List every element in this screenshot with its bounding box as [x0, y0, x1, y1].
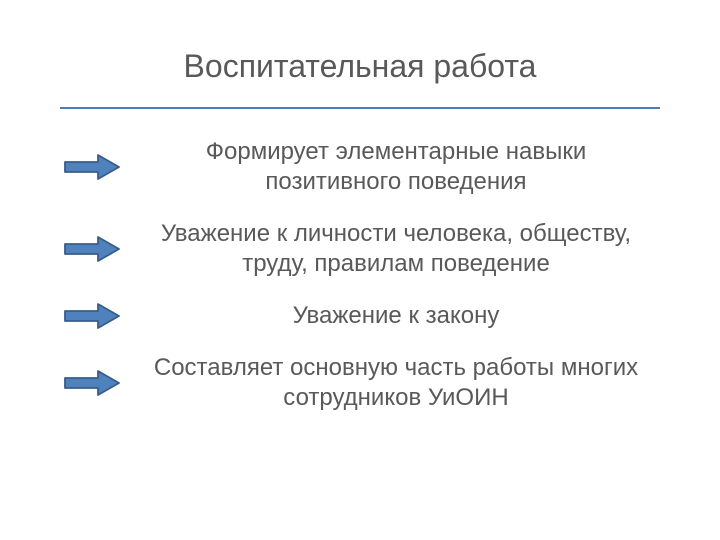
arrow-icon: [60, 235, 124, 263]
list-item-text: Уважение к закону: [152, 301, 660, 331]
arrow-right-icon: [64, 153, 120, 181]
slide: Воспитательная работа Формирует элемента…: [0, 0, 720, 540]
arrow-right-icon: [64, 302, 120, 330]
list-item: Уважение к личности человека, обществу, …: [60, 219, 660, 279]
list-item-text: Составляет основную часть работы многих …: [152, 353, 660, 413]
arrow-right-icon: [64, 235, 120, 263]
bullet-list: Формирует элементарные навыки позитивног…: [60, 137, 660, 413]
list-item-text: Уважение к личности человека, обществу, …: [152, 219, 660, 279]
list-item: Формирует элементарные навыки позитивног…: [60, 137, 660, 197]
list-item-text: Формирует элементарные навыки позитивног…: [152, 137, 660, 197]
arrow-icon: [60, 369, 124, 397]
arrow-icon: [60, 153, 124, 181]
title-divider: [60, 107, 660, 109]
arrow-icon: [60, 302, 124, 330]
list-item: Составляет основную часть работы многих …: [60, 353, 660, 413]
list-item: Уважение к закону: [60, 301, 660, 331]
slide-title: Воспитательная работа: [60, 48, 660, 85]
arrow-right-icon: [64, 369, 120, 397]
